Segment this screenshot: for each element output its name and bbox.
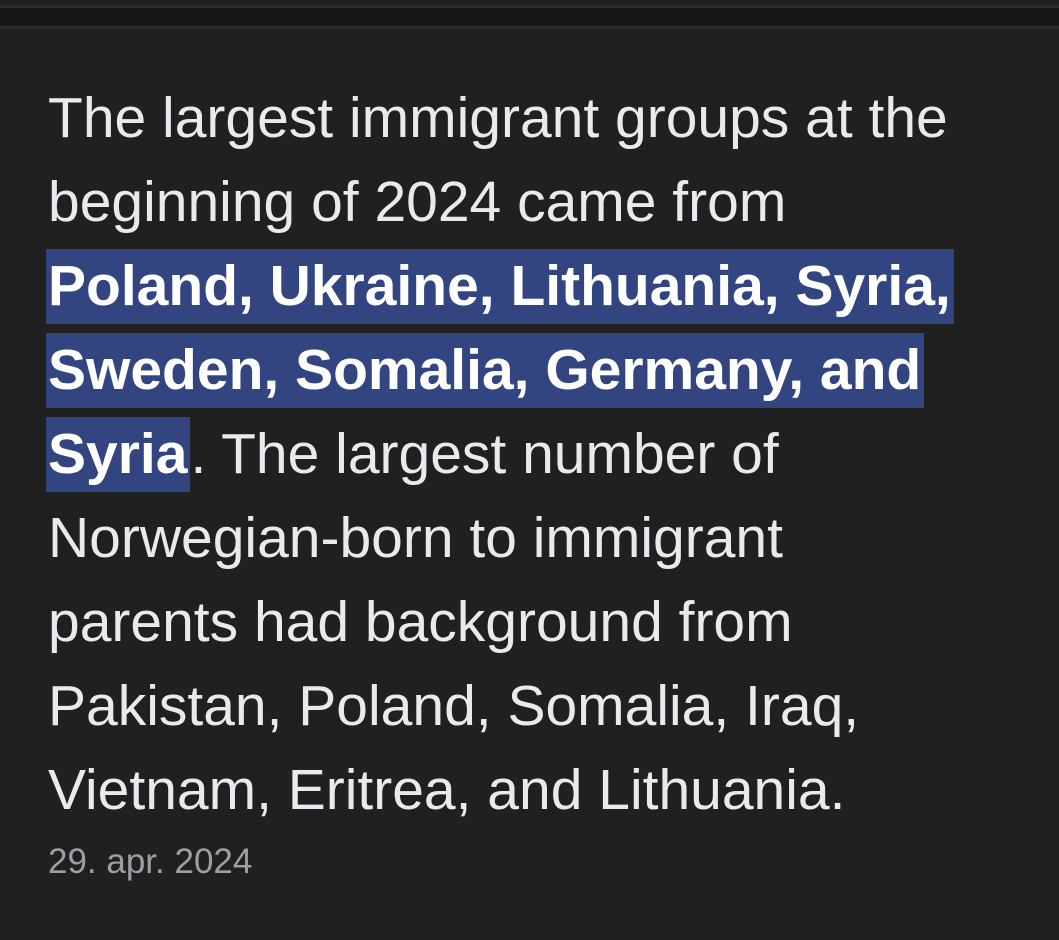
highlighted-text: Sweden, Somalia, Germany, and bbox=[46, 333, 925, 408]
top-bar bbox=[0, 0, 1059, 5]
snippet-text: . The largest number of bbox=[190, 422, 779, 486]
divider bbox=[0, 5, 1059, 8]
snippet-date: 29. apr. 2024 bbox=[48, 842, 253, 881]
snippet-text: parents had background from bbox=[48, 590, 793, 654]
snippet-line: Vietnam, Eritrea, and Lithuania. bbox=[48, 748, 954, 832]
snippet-text: beginning of 2024 came from bbox=[48, 170, 787, 234]
snippet-line: The largest immigrant groups at the bbox=[48, 76, 954, 160]
header-band bbox=[0, 8, 1059, 26]
highlighted-text: Poland, Ukraine, Lithuania, Syria, bbox=[46, 249, 954, 324]
snippet-line: beginning of 2024 came from bbox=[48, 160, 954, 244]
snippet-text: Pakistan, Poland, Somalia, Iraq, bbox=[48, 674, 860, 738]
snippet-line: Poland, Ukraine, Lithuania, Syria, bbox=[46, 244, 954, 328]
divider bbox=[0, 26, 1059, 29]
featured-snippet-text: The largest immigrant groups at the begi… bbox=[46, 76, 954, 832]
snippet-line: Sweden, Somalia, Germany, and bbox=[46, 328, 954, 412]
highlighted-text: Syria bbox=[46, 417, 191, 492]
snippet-text: Norwegian-born to immigrant bbox=[48, 506, 783, 570]
snippet-line: Syria. The largest number of bbox=[46, 412, 954, 496]
snippet-line: Norwegian-born to immigrant bbox=[48, 496, 954, 580]
snippet-line: Pakistan, Poland, Somalia, Iraq, bbox=[48, 664, 954, 748]
snippet-text: The largest immigrant groups at the bbox=[48, 86, 948, 150]
snippet-line: parents had background from bbox=[48, 580, 954, 664]
snippet-text: Vietnam, Eritrea, and Lithuania. bbox=[48, 758, 846, 822]
